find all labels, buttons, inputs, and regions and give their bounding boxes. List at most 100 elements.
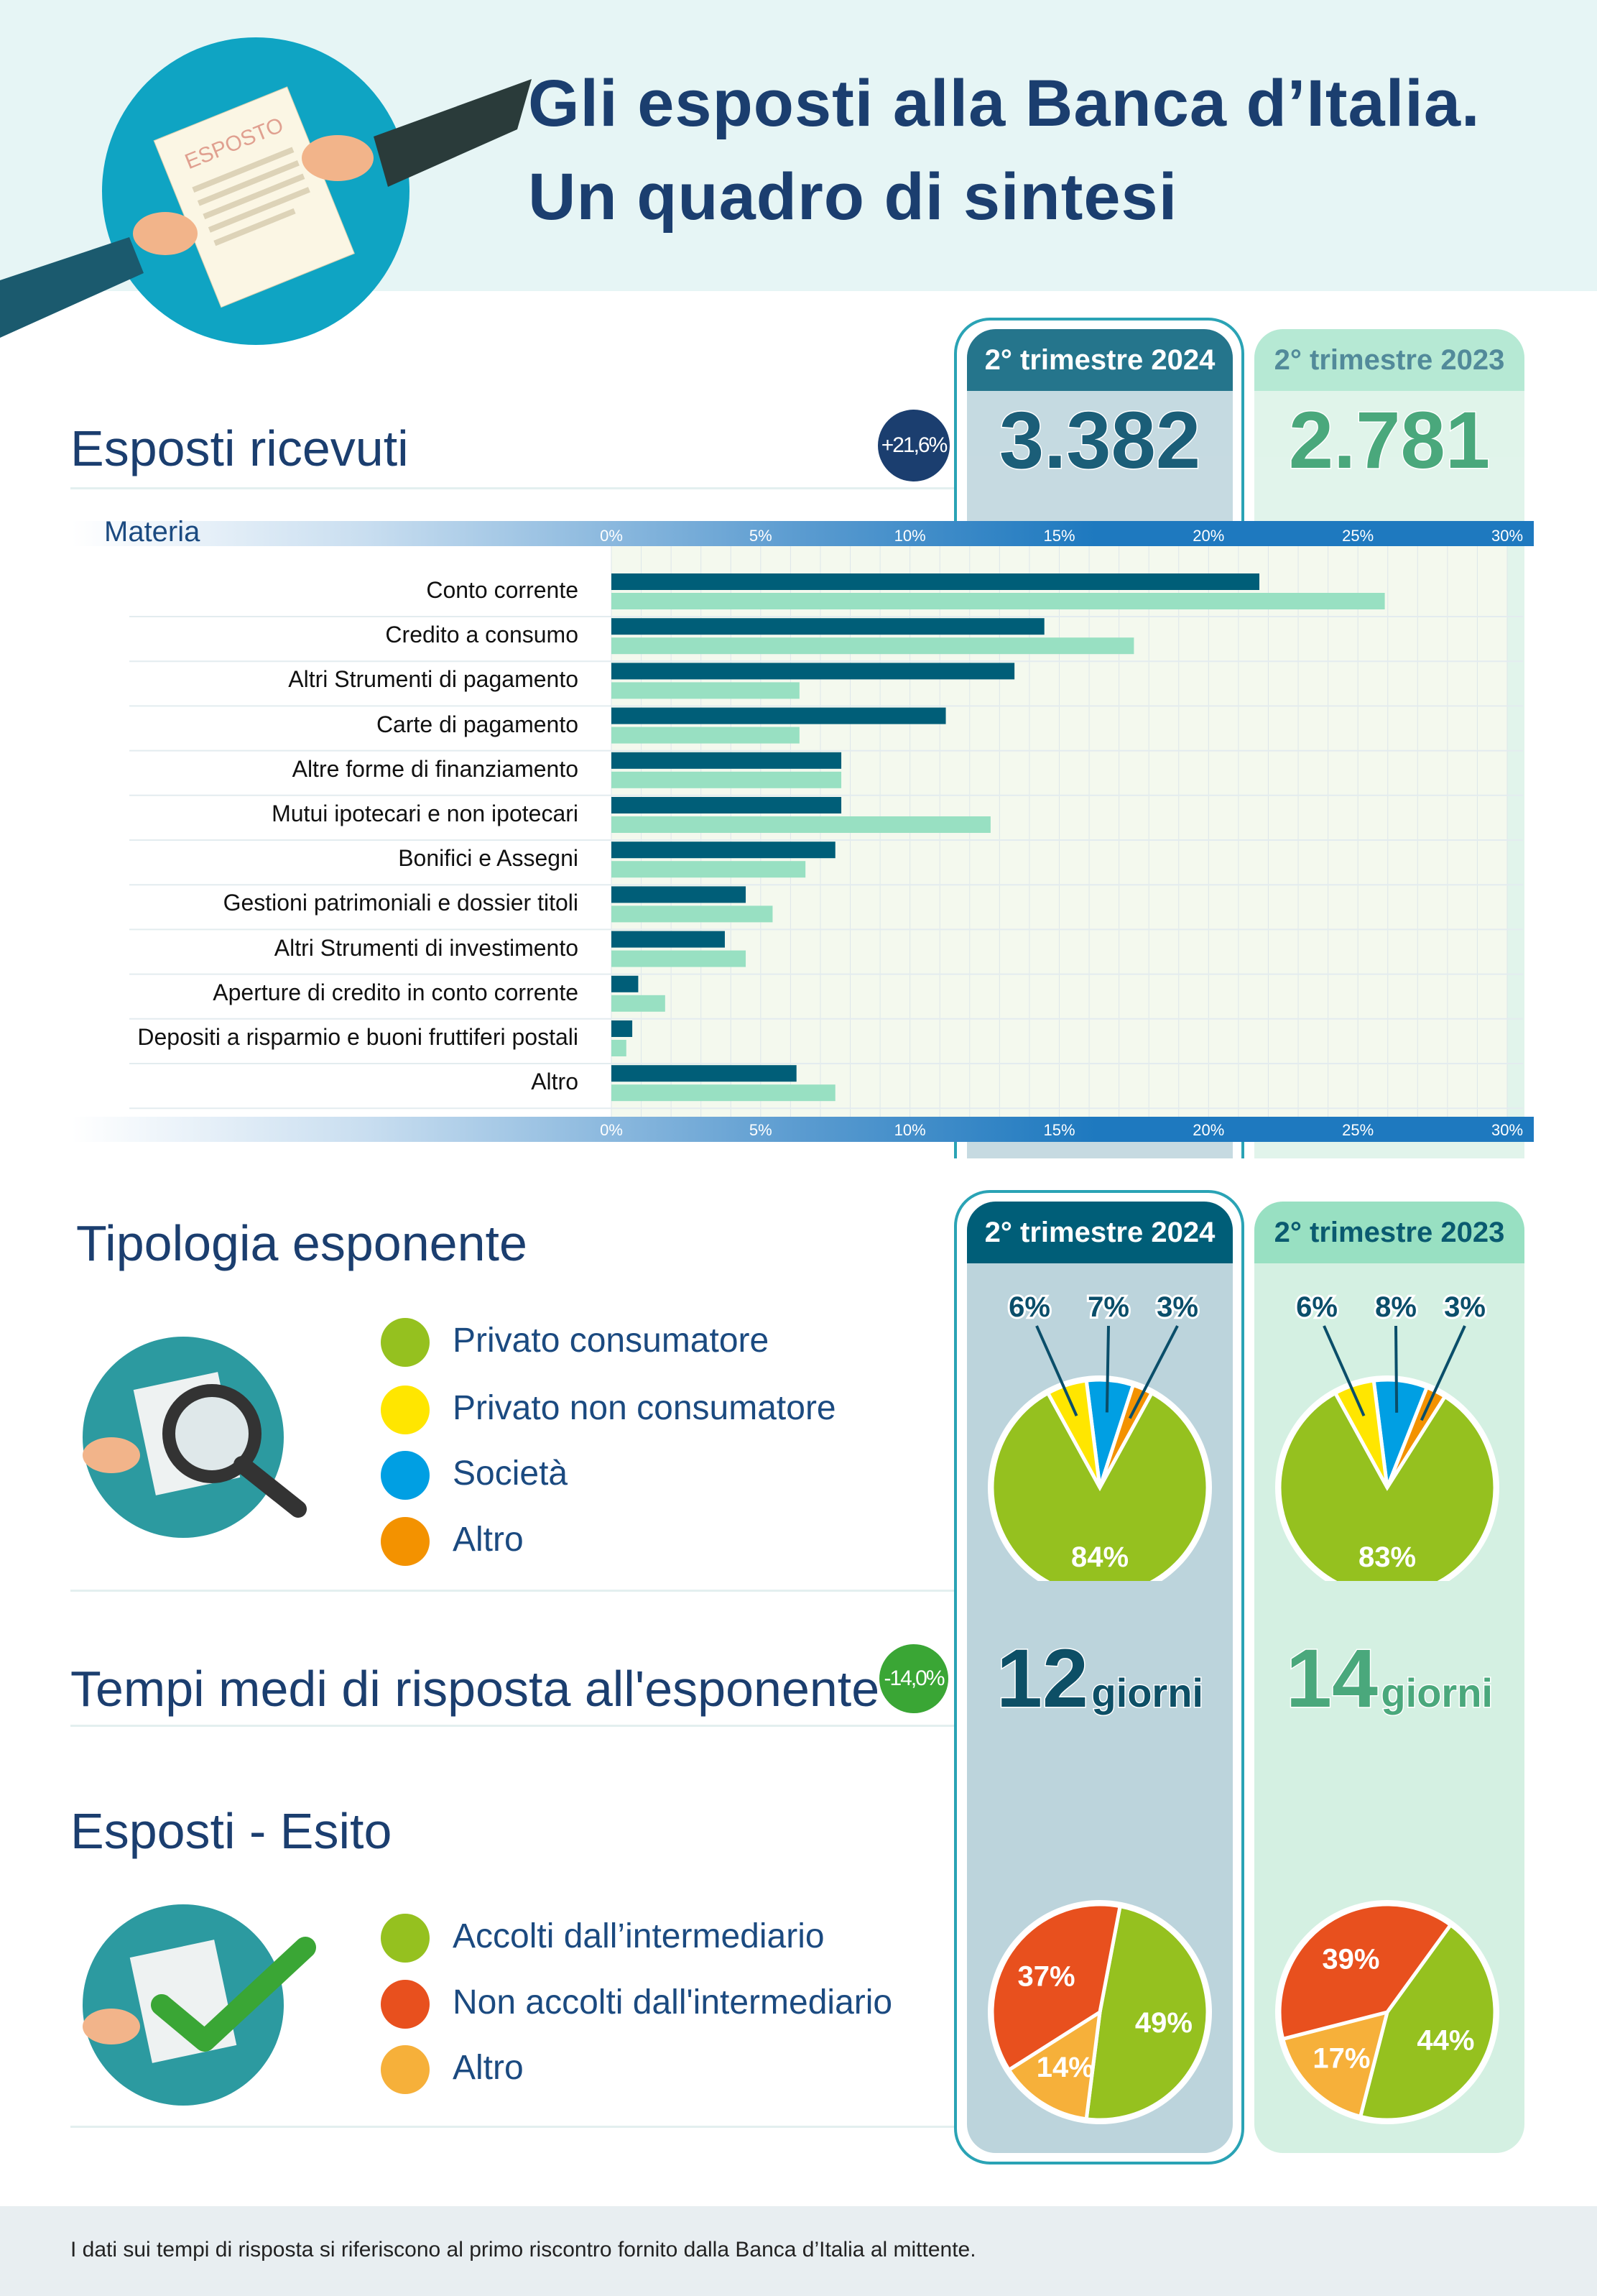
pie-slice [990, 1902, 1123, 2073]
category-label: Depositi a risparmio e buoni fruttiferi … [137, 1024, 578, 1050]
pie-label: 7% [1088, 1291, 1129, 1323]
checkmark-document-illustration [83, 1904, 316, 2106]
chart-axis-top [72, 521, 1534, 546]
page-title-line1: Gli esposti alla Banca d’Italia. [528, 67, 1481, 140]
chart-axis-bottom [72, 1117, 1534, 1142]
legend-swatch [381, 1318, 430, 1367]
pie-slice [1277, 1391, 1497, 1581]
page-title-line2: Un quadro di sintesi [528, 160, 1178, 234]
pie-slice [1084, 1904, 1210, 2122]
legend-swatch [381, 2045, 430, 2094]
legend-swatch [381, 1386, 430, 1434]
pie-label: 83% [1358, 1541, 1416, 1573]
bar-2024 [611, 573, 1259, 590]
pie-label: 84% [1071, 1541, 1129, 1573]
days-value-2024: 12 [996, 1632, 1090, 1726]
document-handover-illustration: ESPOSTO [0, 37, 532, 345]
tick-label: 30% [1491, 1121, 1524, 1139]
pie-tipologia-2024: 7% 3% 84% 6% [988, 1289, 1212, 1581]
category-label: Altri Strumenti di investimento [274, 934, 578, 961]
tempi-change-badge: -14,0% [879, 1644, 948, 1713]
category-label: Altro [531, 1069, 578, 1095]
bar-2023 [611, 995, 665, 1012]
esposti-change-badge: +21,6% [878, 410, 950, 481]
bar-2023 [611, 727, 800, 744]
pie-slice [1358, 1922, 1497, 2122]
chart-category-label: Materia [104, 516, 200, 548]
pie-label: 39% [1322, 1944, 1379, 1975]
tick-label: 0% [600, 527, 623, 545]
pie-label: 44% [1417, 2024, 1474, 2056]
days-unit-2024: giorni [1091, 1669, 1205, 1717]
period-header2-2024: 2° trimestre 2024 [967, 1202, 1233, 1263]
tempi-2024: 12 giorni [967, 1631, 1233, 1726]
bar-chart [129, 546, 1523, 1117]
category-label: Gestioni patrimoniali e dossier titoli [223, 890, 578, 916]
pie-slice [1006, 2009, 1103, 2121]
bar-2023 [611, 637, 1134, 655]
tick-label: 5% [749, 1121, 772, 1139]
period-header-2023: 2° trimestre 2023 [1254, 329, 1524, 391]
period-header-2024: 2° trimestre 2024 [967, 329, 1233, 391]
bar-2024 [611, 931, 725, 948]
bar-2023 [611, 771, 842, 788]
legend-swatch [381, 1517, 430, 1566]
pie-label: 8% [1375, 1291, 1417, 1323]
pie-label: 49% [1135, 2007, 1193, 2039]
bar-2023 [611, 1040, 626, 1056]
bar-2023 [611, 682, 800, 699]
tempi-2023: 14 giorni [1254, 1631, 1524, 1726]
magnifier-illustration [83, 1337, 307, 1538]
bar-2024 [611, 663, 1015, 680]
leader-line [1035, 1325, 1078, 1416]
pie-slice [1045, 1378, 1102, 1489]
pie-slice [1333, 1378, 1389, 1489]
category-label: Mutui ipotecari e non ipotecari [272, 801, 578, 826]
footer-note: I dati sui tempi di risposta si riferisc… [70, 2238, 976, 2262]
category-label: Bonifici e Assegni [398, 845, 578, 872]
divider [70, 1725, 954, 1727]
bar-2024 [611, 707, 946, 724]
bar-2023 [611, 593, 1385, 609]
tick-label: 15% [1043, 527, 1075, 545]
section-title-tempi: Tempi medi di risposta all'esponente [70, 1661, 880, 1717]
section-title-tipologia: Tipologia esponente [76, 1215, 527, 1271]
bar-2024 [611, 618, 1045, 635]
legend-label: Società [453, 1454, 568, 1493]
legend-swatch [381, 1980, 430, 2029]
tick-label: 25% [1342, 527, 1374, 545]
days-value-2023: 14 [1285, 1632, 1379, 1726]
bar-2023 [611, 861, 806, 878]
tick-label: 20% [1193, 527, 1225, 545]
legend-label: Altro [453, 1521, 524, 1559]
tick-label: 0% [600, 1121, 623, 1139]
bar-2023 [611, 816, 991, 833]
leader-line [1394, 1325, 1399, 1413]
bar-2024 [611, 975, 639, 992]
tick-label: 30% [1491, 527, 1524, 545]
divider [70, 487, 954, 489]
legend-label: Altro [453, 2049, 524, 2087]
leader-line [1420, 1325, 1466, 1421]
bar-2024 [611, 797, 842, 813]
bar-2024 [611, 752, 842, 769]
esposti-count-2023: 2.781 [1287, 395, 1491, 487]
period-header2-2023: 2° trimestre 2023 [1254, 1202, 1524, 1263]
pie-label: 17% [1313, 2043, 1370, 2075]
leader-line [1105, 1325, 1110, 1413]
category-label: Credito a consumo [385, 622, 578, 648]
pie-esito-2023: 44% 17% 39% [1275, 1900, 1499, 2124]
leader-line [1323, 1325, 1366, 1416]
pie-label: 37% [1018, 1960, 1075, 1992]
divider [70, 1590, 954, 1592]
pie-slice [1277, 1902, 1453, 2042]
legend-label: Accolti dall’intermediario [453, 1917, 825, 1955]
pie-label: 6% [1009, 1291, 1050, 1323]
category-label: Altre forme di finanziamento [292, 755, 578, 782]
bar-2023 [611, 1084, 835, 1102]
days-unit-2023: giorni [1380, 1669, 1494, 1717]
divider [70, 2126, 954, 2128]
section-title-esposti-ricevuti: Esposti ricevuti [70, 420, 409, 476]
tick-label: 15% [1043, 1121, 1075, 1139]
tick-label: 10% [894, 1121, 926, 1139]
